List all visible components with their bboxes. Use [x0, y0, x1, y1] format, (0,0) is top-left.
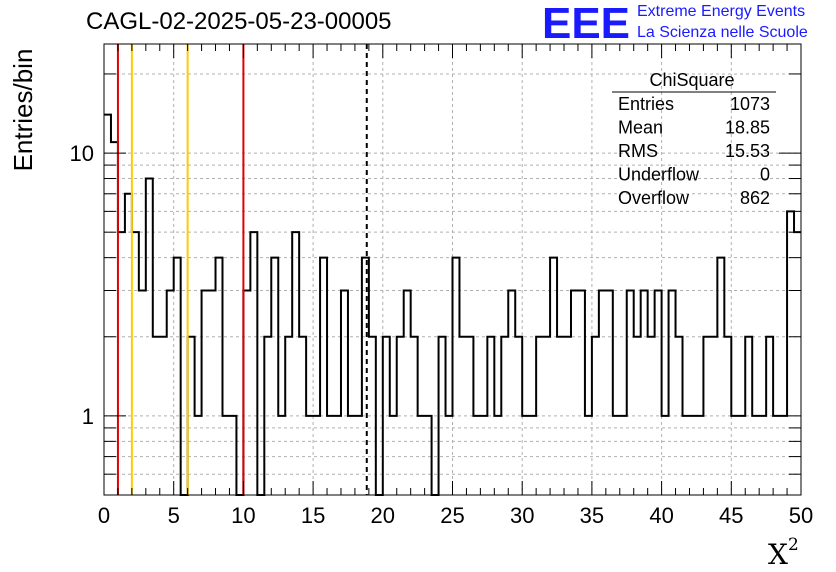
- x-tick-label: 10: [231, 503, 255, 528]
- x-tick-label: 15: [301, 503, 325, 528]
- x-tick-label: 40: [649, 503, 673, 528]
- x-tick-label: 20: [371, 503, 395, 528]
- svg-text:EEE: EEE: [542, 0, 630, 44]
- logo-text-line1: Extreme Energy Events: [637, 3, 806, 20]
- eee-logo: EEE: [542, 0, 630, 44]
- stats-name: ChiSquare: [649, 70, 734, 90]
- stats-rows: Entries 1073 Mean 18.85 RMS 15.53 Underflow 0 Ov…: [618, 94, 770, 208]
- x-axis-title-base: X: [768, 538, 788, 571]
- y-axis-title: Entries/bin: [8, 49, 38, 172]
- histogram-title: CAGL-02-2025-05-23-00005: [86, 8, 392, 35]
- y-tick-label: 10: [70, 141, 94, 166]
- stats-value: 862: [740, 188, 770, 208]
- x-tick-label: 30: [510, 503, 534, 528]
- x-tick-label: 50: [789, 503, 813, 528]
- stats-box: ChiSquare Entries 1073 Mean 18.85 RMS 15.53 Un…: [612, 70, 776, 208]
- x-tick-label: 35: [580, 503, 604, 528]
- y-tick-label: 1: [82, 404, 94, 429]
- stats-value: 0: [760, 165, 770, 185]
- stats-value: 18.85: [725, 118, 770, 138]
- x-axis-title: X2: [768, 535, 799, 571]
- stats-value: 1073: [730, 94, 770, 114]
- x-axis-title-superscript: 2: [788, 535, 799, 555]
- x-tick-label: 5: [168, 503, 180, 528]
- axis-ticks: 0 5 10 15 20 25 30 35 40 45 50 1 10: [70, 44, 813, 528]
- x-tick-label: 25: [440, 503, 464, 528]
- stats-label: Underflow: [618, 165, 700, 185]
- histogram-bars: [104, 113, 801, 496]
- stats-label: Entries: [618, 94, 674, 114]
- logo-text-line2: La Scienza nelle Scuole: [637, 24, 808, 41]
- x-tick-label: 45: [719, 503, 743, 528]
- stats-label: Overflow: [618, 188, 690, 208]
- stats-label: Mean: [618, 118, 663, 138]
- x-tick-label: 0: [98, 503, 110, 528]
- stats-value: 15.53: [725, 141, 770, 161]
- histogram-outline: [104, 113, 801, 496]
- reference-lines: [116, 44, 368, 495]
- stats-label: RMS: [618, 141, 658, 161]
